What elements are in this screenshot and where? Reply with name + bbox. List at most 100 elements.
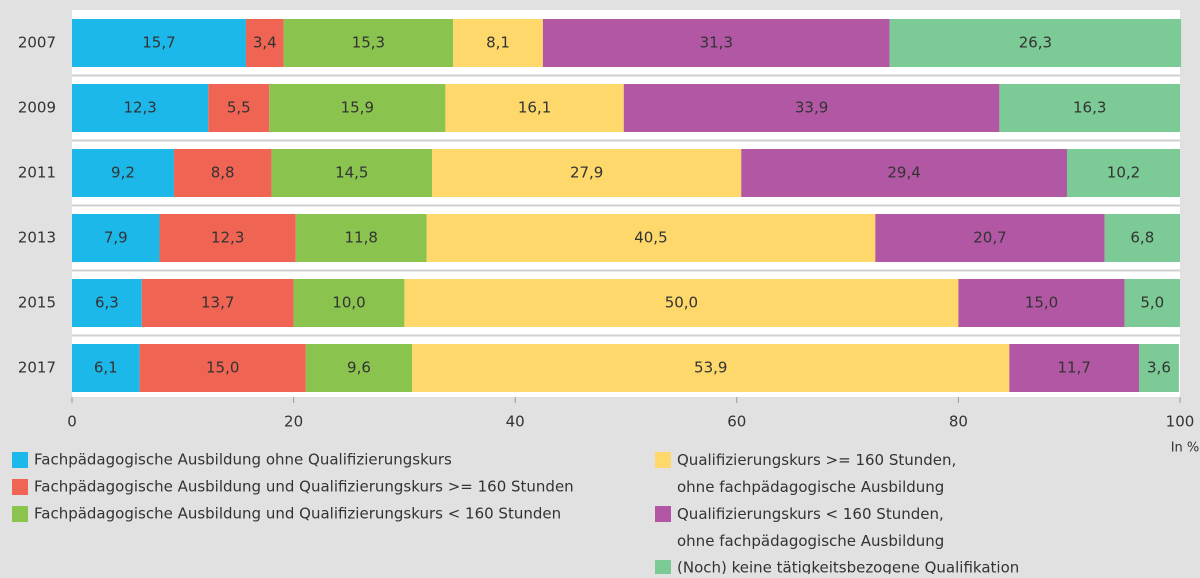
x-tick-label: 100: [1166, 413, 1195, 431]
legend-label: Fachpädagogische Ausbildung ohne Qualifi…: [34, 451, 452, 469]
value-label: 33,9: [795, 99, 828, 117]
bar-segment: [1124, 279, 1180, 327]
y-tick-label: 2013: [18, 229, 56, 247]
bar-segment: [1139, 344, 1179, 392]
bar-segment: [453, 19, 543, 67]
bar-segment: [72, 84, 209, 132]
bar-segment: [404, 279, 959, 327]
bar-segment: [72, 214, 160, 262]
bar-segment: [245, 19, 284, 67]
value-label: 16,3: [1073, 99, 1106, 117]
bar-segment: [412, 344, 1010, 392]
bar-segment: [293, 279, 405, 327]
bar-segment: [999, 84, 1180, 132]
x-tick-label: 0: [67, 413, 77, 431]
bar-segment: [1104, 214, 1180, 262]
value-label: 13,7: [201, 294, 234, 312]
bar-segment: [426, 214, 876, 262]
y-tick-label: 2009: [18, 99, 56, 117]
value-label: 50,0: [665, 294, 698, 312]
y-tick-label: 2011: [18, 164, 56, 182]
legend-label: Qualifizierungskurs >= 160 Stunden, ohne …: [677, 451, 956, 496]
value-label: 15,9: [341, 99, 374, 117]
value-label: 10,2: [1107, 164, 1140, 182]
x-tick-label: 40: [506, 413, 525, 431]
value-label: 12,3: [211, 229, 244, 247]
bar-segment: [159, 214, 296, 262]
value-label: 7,9: [104, 229, 128, 247]
bar-segment: [295, 214, 427, 262]
value-label: 9,2: [111, 164, 135, 182]
value-label: 53,9: [694, 359, 727, 377]
value-label: 26,3: [1019, 34, 1052, 52]
value-label: 11,7: [1057, 359, 1090, 377]
value-label: 15,0: [206, 359, 239, 377]
bar-segment: [283, 19, 454, 67]
bar-segment: [1066, 149, 1180, 197]
value-label: 11,8: [344, 229, 377, 247]
bar-segment: [958, 279, 1125, 327]
value-label: 14,5: [335, 164, 368, 182]
bar-segment: [741, 149, 1067, 197]
value-label: 8,1: [486, 34, 510, 52]
legend-swatch: [12, 479, 28, 495]
value-label: 12,3: [123, 99, 156, 117]
legend-label: Fachpädagogische Ausbildung und Qualifiz…: [34, 505, 561, 523]
value-label: 20,7: [973, 229, 1006, 247]
bar-segment: [72, 19, 246, 67]
legend-swatch: [12, 506, 28, 522]
bar-segment: [269, 84, 446, 132]
value-label: 10,0: [332, 294, 365, 312]
y-tick-label: 2007: [18, 34, 56, 52]
value-label: 3,6: [1147, 359, 1171, 377]
value-label: 6,3: [95, 294, 119, 312]
bar-segment: [623, 84, 1000, 132]
value-label: 16,1: [518, 99, 551, 117]
legend-swatch: [655, 452, 671, 468]
bar-segment: [139, 344, 306, 392]
bar-segment: [542, 19, 890, 67]
value-label: 5,5: [227, 99, 251, 117]
y-tick-label: 2017: [18, 359, 56, 377]
bar-segment: [72, 344, 140, 392]
legend-swatch: [655, 560, 671, 576]
bar-segment: [173, 149, 272, 197]
bar-segment: [208, 84, 270, 132]
bar-segment: [445, 84, 624, 132]
bar-segment: [875, 214, 1105, 262]
bar-segment: [889, 19, 1182, 67]
value-label: 29,4: [887, 164, 920, 182]
legend-label: Fachpädagogische Ausbildung und Qualifiz…: [34, 478, 574, 496]
value-label: 8,8: [211, 164, 235, 182]
bar-segment: [432, 149, 742, 197]
legend-label: (Noch) keine tätigkeitsbezogene Qualifik…: [677, 559, 1019, 575]
legend-label: Qualifizierungskurs < 160 Stunden, ohne f…: [677, 505, 944, 550]
y-tick-label: 2015: [18, 294, 56, 312]
value-label: 5,0: [1140, 294, 1164, 312]
x-axis-label: In %: [1171, 441, 1200, 456]
value-label: 15,7: [142, 34, 175, 52]
plot-area: [72, 10, 1180, 397]
value-label: 3,4: [253, 34, 277, 52]
x-tick-label: 80: [949, 413, 968, 431]
value-label: 15,0: [1025, 294, 1058, 312]
legend-swatch: [655, 506, 671, 522]
value-label: 27,9: [570, 164, 603, 182]
value-label: 9,6: [347, 359, 371, 377]
value-label: 40,5: [634, 229, 667, 247]
value-label: 6,8: [1130, 229, 1154, 247]
x-tick-label: 20: [284, 413, 303, 431]
value-label: 31,3: [700, 34, 733, 52]
value-label: 6,1: [94, 359, 118, 377]
x-tick-label: 60: [727, 413, 746, 431]
bar-segment: [72, 149, 174, 197]
bar-segment: [141, 279, 294, 327]
legend-swatch: [12, 452, 28, 468]
bar-segment: [271, 149, 433, 197]
bar-segment: [1009, 344, 1140, 392]
bar-segment: [305, 344, 413, 392]
value-label: 15,3: [352, 34, 385, 52]
bar-segment: [72, 279, 142, 327]
